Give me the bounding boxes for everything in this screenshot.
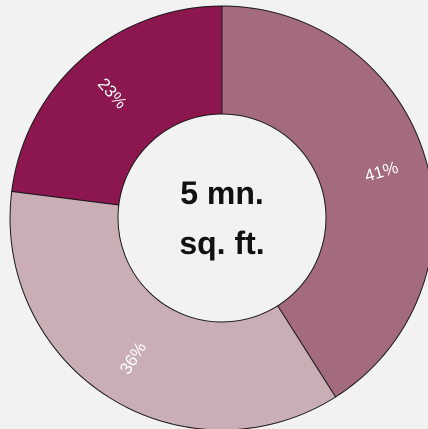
center-label-line-1: 5 mn. [180,175,264,211]
donut-slice-2 [9,190,337,429]
donut-hole [117,113,327,323]
center-label-line-2: sq. ft. [179,225,264,261]
